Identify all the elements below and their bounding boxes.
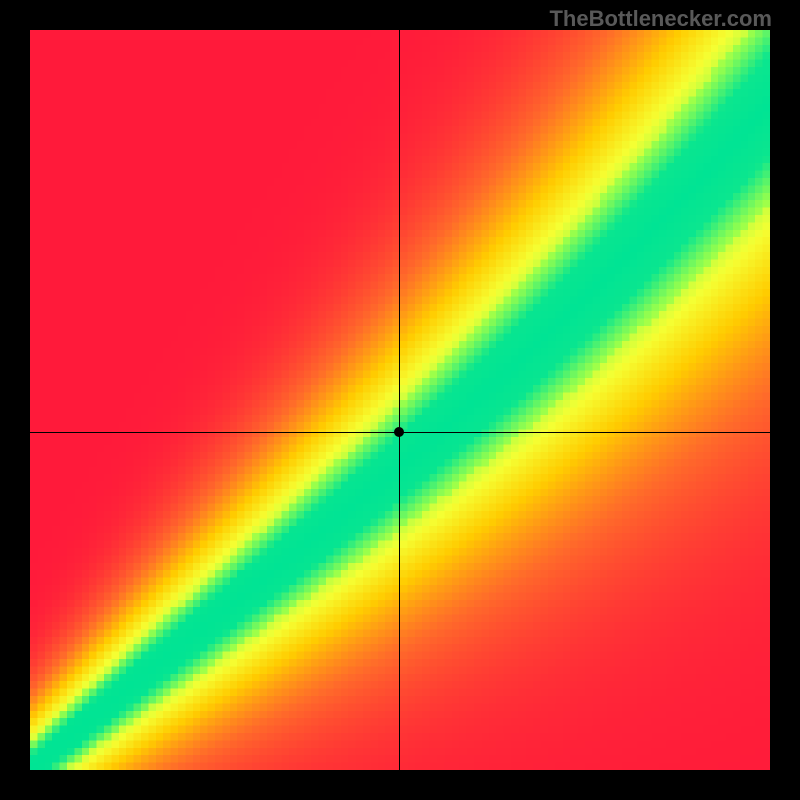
watermark-text: TheBottlenecker.com [549,6,772,32]
crosshair-marker [394,427,404,437]
heatmap-plot [30,30,770,770]
crosshair-vertical [399,30,400,770]
heatmap-canvas [30,30,770,770]
